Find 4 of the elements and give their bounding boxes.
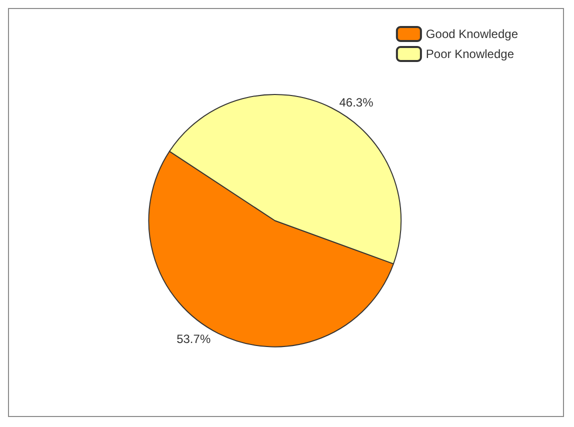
legend-label: Poor Knowledge — [426, 47, 514, 61]
data-label: 46.3% — [339, 96, 374, 110]
data-label: 53.7% — [176, 332, 211, 346]
legend-label: Good Knowledge — [426, 27, 518, 41]
